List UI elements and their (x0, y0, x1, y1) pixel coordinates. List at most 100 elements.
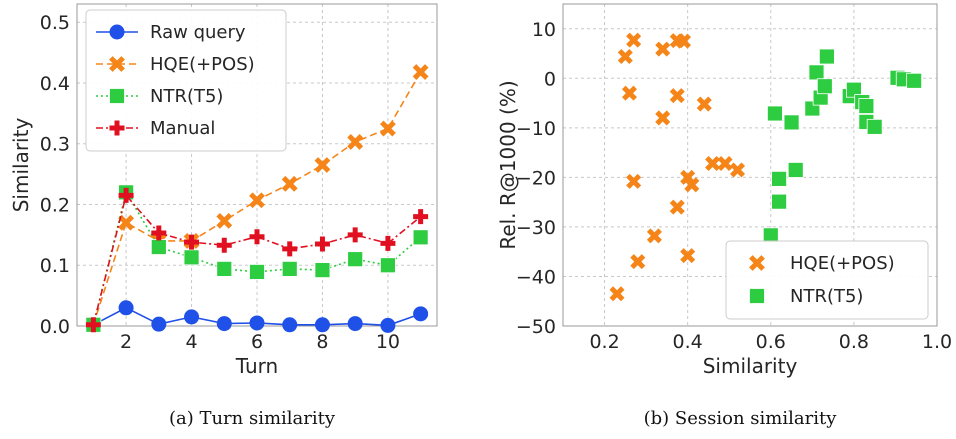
legend-marker (749, 288, 765, 304)
data-point (412, 229, 429, 246)
data-point (347, 227, 363, 243)
legend-marker (109, 56, 125, 72)
data-point (866, 118, 883, 135)
y-tick-label: 0 (544, 68, 556, 90)
plot-frame (562, 3, 938, 327)
data-point (845, 81, 862, 98)
data-point (646, 228, 662, 244)
data-point (669, 199, 685, 215)
data-point (118, 187, 134, 203)
data-point (118, 214, 135, 231)
data-point (412, 64, 429, 80)
data-point (282, 241, 298, 257)
y-tick-label: −10 (516, 118, 556, 140)
x-tick-label: 2 (120, 331, 132, 353)
data-point (626, 32, 642, 48)
legend-frame (85, 9, 287, 152)
legend-entry: NTR(T5) (790, 286, 863, 307)
legend-marker (109, 120, 125, 136)
series-ntr-t5- (762, 48, 923, 244)
data-point (184, 309, 200, 325)
figure: 2 4 6 8 10 0.0 0.1 0.2 0.3 0.4 0.5 Turn Similarity Ra… (9, 3, 952, 378)
series-ntr-t5- (85, 184, 429, 333)
data-point (858, 98, 875, 114)
data-point (609, 286, 625, 302)
y-axis-label: Rel. R@1000 (%) (496, 80, 520, 249)
x-tick-label: 0.6 (756, 331, 786, 353)
data-point (816, 78, 833, 95)
data-point (150, 239, 167, 255)
data-point (626, 173, 642, 189)
x-tick-label: 6 (251, 331, 263, 353)
data-point (684, 177, 700, 193)
legend: HQE(+POS) NTR(T5) (725, 240, 929, 320)
y-tick-label: −40 (516, 266, 556, 288)
x-axis-label: Turn (235, 354, 278, 378)
data-point (413, 209, 429, 225)
data-point (216, 260, 233, 277)
data-point (347, 316, 363, 332)
data-point (621, 85, 637, 101)
x-tick-label: 0.4 (673, 331, 703, 353)
data-point (771, 170, 787, 187)
x-tick-label: 10 (376, 331, 400, 353)
y-tick-label: −50 (516, 316, 556, 338)
data-point (282, 317, 298, 333)
legend-entry: Raw query (150, 22, 246, 43)
data-point (655, 41, 671, 57)
data-point (808, 64, 825, 81)
caption-session-similarity: (b) Session similarity (643, 408, 837, 429)
y-tick-label: 0.1 (40, 255, 70, 277)
turn-similarity-chart: 2 4 6 8 10 0.0 0.1 0.2 0.3 0.4 0.5 Turn Similarity Ra… (9, 3, 438, 378)
data-point (771, 193, 787, 210)
x-tick-label: 8 (316, 331, 328, 353)
data-point (314, 262, 331, 279)
data-point (216, 212, 233, 229)
caption-turn-similarity: (a) Turn similarity (168, 408, 336, 429)
data-point (617, 49, 633, 65)
data-point (380, 235, 396, 251)
data-point (249, 264, 265, 280)
data-point (347, 133, 364, 150)
data-point (906, 72, 923, 89)
y-axis-label: Similarity (9, 118, 33, 213)
data-point (216, 316, 232, 332)
data-point (379, 120, 396, 137)
x-axis-label: Similarity (703, 354, 798, 378)
data-point (655, 110, 671, 126)
data-point (705, 156, 721, 172)
x-tick-label: 0.8 (839, 331, 869, 353)
legend-frame (725, 240, 929, 320)
series-manual (85, 187, 429, 333)
legend-entry: NTR(T5) (150, 86, 223, 107)
legend-entry: Manual (150, 118, 215, 139)
data-point (314, 317, 330, 333)
data-point (767, 105, 783, 122)
data-point (216, 237, 232, 253)
y-tick-label: 0.0 (40, 316, 70, 338)
data-point (249, 315, 265, 331)
legend-entry: HQE(+POS) (790, 253, 895, 274)
series-line (92, 193, 422, 325)
y-tick-label: 0.4 (40, 73, 70, 95)
session-similarity-chart: 0.2 0.4 0.6 0.8 1.0 10 0 −10 −20 −30 −40 −50 Similar… (496, 3, 952, 378)
data-point (281, 260, 298, 277)
data-point (151, 225, 167, 241)
data-point (151, 316, 167, 332)
data-point (413, 306, 429, 322)
series-hqe-pos- (85, 64, 429, 333)
y-tick-label: 0.2 (40, 194, 70, 216)
data-point (249, 229, 265, 245)
data-point (680, 248, 696, 264)
data-point (347, 251, 364, 268)
legend-marker (749, 255, 765, 271)
data-point (118, 300, 134, 316)
legend: Raw query HQE(+POS) NTR(T5) Manual (85, 9, 287, 152)
data-point (314, 157, 331, 173)
y-tick-label: 0.3 (40, 134, 70, 156)
data-point (281, 175, 298, 192)
data-point (380, 257, 396, 274)
legend-marker (109, 24, 125, 40)
y-tick-label: −20 (516, 167, 556, 189)
x-tick-label: 4 (185, 331, 197, 353)
